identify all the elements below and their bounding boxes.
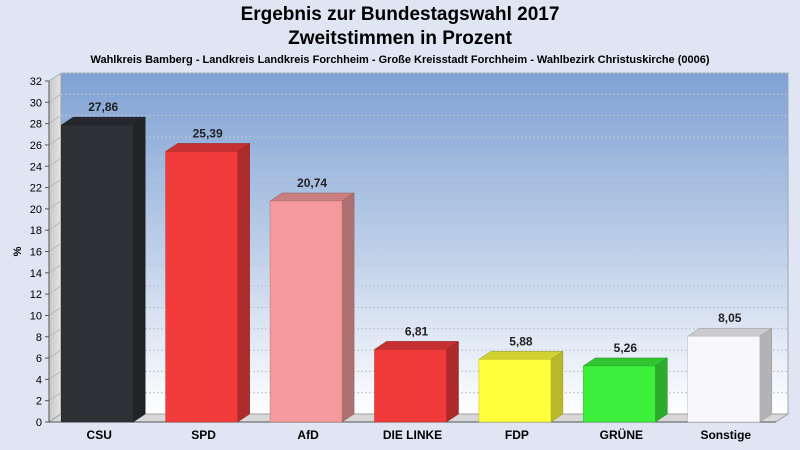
gridline-side — [48, 221, 62, 231]
bar-top — [686, 327, 773, 337]
y-tick-label: 14 — [30, 268, 42, 280]
y-tick-label: 16 — [30, 247, 42, 259]
y-tick-label: 18 — [30, 225, 42, 237]
y-tick-label: 20 — [30, 204, 42, 216]
chart-subtitle: Zweitstimmen in Prozent — [288, 28, 512, 49]
x-category-label: AfD — [297, 428, 319, 442]
bar-top — [164, 143, 251, 152]
x-category-label: FDP — [505, 428, 529, 442]
gridline-side — [48, 200, 62, 210]
y-tick-label: 2 — [36, 396, 42, 408]
x-category-label: SPD — [191, 428, 216, 442]
bar-front — [60, 124, 134, 423]
bar-side — [446, 340, 459, 423]
gridline-side — [48, 328, 62, 338]
bar-front — [687, 335, 761, 423]
bar-value-label: 20,74 — [297, 176, 327, 190]
gridline-side — [48, 392, 62, 402]
bar-value-label: 27,86 — [88, 100, 118, 114]
x-category-label: DIE LINKE — [383, 428, 442, 442]
bar-side — [132, 116, 146, 423]
bar-front — [478, 359, 552, 423]
y-tick-label: 32 — [30, 76, 42, 88]
y-tick-label: 22 — [30, 183, 42, 195]
bar-grüne — [582, 357, 669, 423]
y-tick-label: 24 — [30, 161, 42, 173]
bar-afd — [269, 192, 355, 423]
y-tick-label: 12 — [30, 289, 42, 301]
bar-side — [655, 357, 668, 423]
y-tick-label: 0 — [36, 417, 42, 429]
gridline-side — [48, 136, 62, 146]
gridline-side — [48, 115, 62, 125]
gridline-side — [48, 307, 62, 316]
bar-fdp — [478, 350, 564, 423]
bar-side — [237, 142, 250, 423]
x-category-label: GRÜNE — [600, 427, 643, 442]
y-tick-label: 26 — [30, 140, 42, 152]
bar-value-label: 25,39 — [193, 126, 223, 140]
gridline-side — [48, 285, 62, 295]
bar-top — [582, 357, 669, 367]
gridline-side — [48, 72, 62, 82]
y-tick-label: 28 — [30, 119, 42, 131]
bar-front — [374, 349, 447, 423]
gridline-side — [48, 349, 62, 359]
y-tick-label: 10 — [30, 310, 42, 322]
bar-top — [269, 192, 355, 202]
bar-csu — [60, 116, 147, 423]
bar-sonstige — [686, 327, 773, 423]
gridline-side — [48, 370, 62, 380]
y-tick-label: 6 — [36, 353, 42, 365]
bar-value-label: 8,05 — [718, 311, 742, 325]
chart-subtitle-location: Wahlkreis Bamberg - Landkreis Landkreis … — [90, 54, 710, 66]
y-axis-label: % — [12, 246, 24, 256]
bar-spd — [164, 142, 251, 423]
bar-value-label: 5,88 — [509, 334, 533, 348]
bar-value-label: 6,81 — [405, 324, 429, 338]
bar-die-linke — [373, 340, 460, 423]
gridline-side — [48, 93, 62, 103]
chart-title: Ergebnis zur Bundestagswahl 2017 — [240, 4, 560, 25]
bar-value-label: 5,26 — [614, 341, 638, 355]
bar-top — [60, 116, 147, 126]
x-category-label: Sonstige — [700, 428, 751, 442]
y-tick-label: 4 — [36, 374, 42, 386]
bar-front — [583, 365, 656, 423]
bar-top — [478, 351, 564, 360]
bar-front — [269, 200, 343, 423]
gridline-side — [48, 264, 62, 274]
gridline-side — [48, 157, 62, 167]
gridline-side — [48, 179, 62, 188]
bar-side — [341, 192, 355, 423]
y-tick-label: 30 — [30, 97, 42, 109]
y-tick-label: 8 — [36, 332, 42, 344]
bar-top — [373, 341, 460, 350]
bar-side — [550, 350, 564, 423]
bar-front — [165, 151, 238, 423]
bar-side — [759, 327, 773, 423]
x-category-label: CSU — [87, 428, 112, 442]
gridline-side — [48, 243, 62, 252]
